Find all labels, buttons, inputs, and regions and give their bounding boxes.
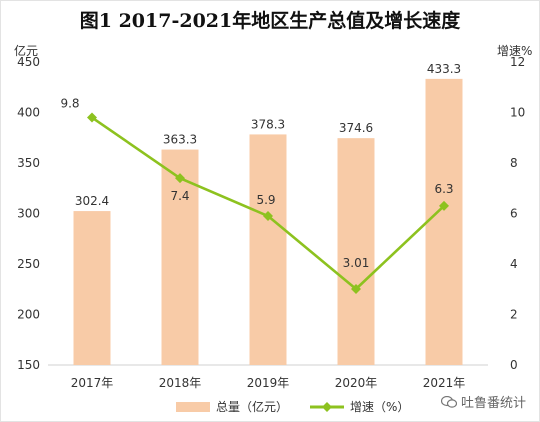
bar-data-label: 302.4 bbox=[75, 194, 109, 208]
right-tick-label: 6 bbox=[510, 207, 518, 221]
line-data-label: 7.4 bbox=[170, 189, 189, 203]
left-tick-label: 300 bbox=[17, 207, 40, 221]
line-point bbox=[263, 211, 273, 222]
x-tick-label: 2021年 bbox=[423, 376, 466, 390]
bar-data-label: 374.6 bbox=[339, 121, 373, 135]
line-point bbox=[439, 200, 449, 211]
left-tick-label: 450 bbox=[17, 55, 40, 69]
bar bbox=[73, 211, 111, 365]
bar bbox=[249, 134, 287, 365]
x-tick-label: 2019年 bbox=[247, 376, 290, 390]
left-tick-label: 250 bbox=[17, 257, 40, 271]
right-tick-label: 10 bbox=[510, 106, 525, 120]
line-point bbox=[351, 283, 361, 294]
right-tick-label: 8 bbox=[510, 156, 518, 170]
bar-data-label: 378.3 bbox=[251, 117, 285, 131]
legend-bar-label: 总量（亿元） bbox=[216, 400, 289, 414]
x-tick-label: 2018年 bbox=[159, 376, 202, 390]
left-tick-label: 150 bbox=[17, 358, 40, 372]
bar bbox=[425, 78, 463, 365]
chart-title: 图1 2017-2021年地区生产总值及增长速度 bbox=[79, 10, 461, 32]
left-tick-label: 400 bbox=[17, 106, 40, 120]
chart-legend: 总量（亿元） 增速（%） bbox=[176, 398, 409, 415]
bar bbox=[161, 149, 199, 365]
line-point bbox=[175, 173, 185, 184]
x-tick-label: 2017年 bbox=[71, 376, 114, 390]
left-axis-unit: 亿元 bbox=[14, 44, 39, 58]
right-axis-unit: 增速% bbox=[497, 44, 533, 58]
wechat-icon bbox=[440, 395, 457, 408]
left-tick-label: 200 bbox=[17, 308, 40, 322]
line-point bbox=[87, 112, 97, 123]
right-tick-label: 0 bbox=[510, 358, 518, 372]
bar-data-label: 433.3 bbox=[427, 62, 461, 76]
line-data-label: 5.9 bbox=[256, 193, 275, 207]
bar bbox=[337, 138, 375, 365]
right-tick-label: 12 bbox=[510, 55, 525, 69]
line-data-label: 3.01 bbox=[343, 256, 370, 270]
left-tick-label: 350 bbox=[17, 156, 40, 170]
line-data-label: 9.8 bbox=[60, 97, 79, 111]
bar-data-label: 363.3 bbox=[163, 133, 197, 147]
watermark: 吐鲁番统计 bbox=[440, 392, 526, 411]
x-tick-label: 2020年 bbox=[335, 376, 378, 390]
right-tick-label: 2 bbox=[510, 308, 518, 322]
legend-line-swatch bbox=[310, 401, 345, 412]
watermark-text: 吐鲁番统计 bbox=[460, 396, 526, 411]
legend-line-label: 增速（%） bbox=[350, 400, 410, 414]
legend-bar-swatch bbox=[176, 401, 210, 412]
right-tick-label: 4 bbox=[510, 257, 518, 271]
line-data-label: 6.3 bbox=[434, 182, 453, 196]
